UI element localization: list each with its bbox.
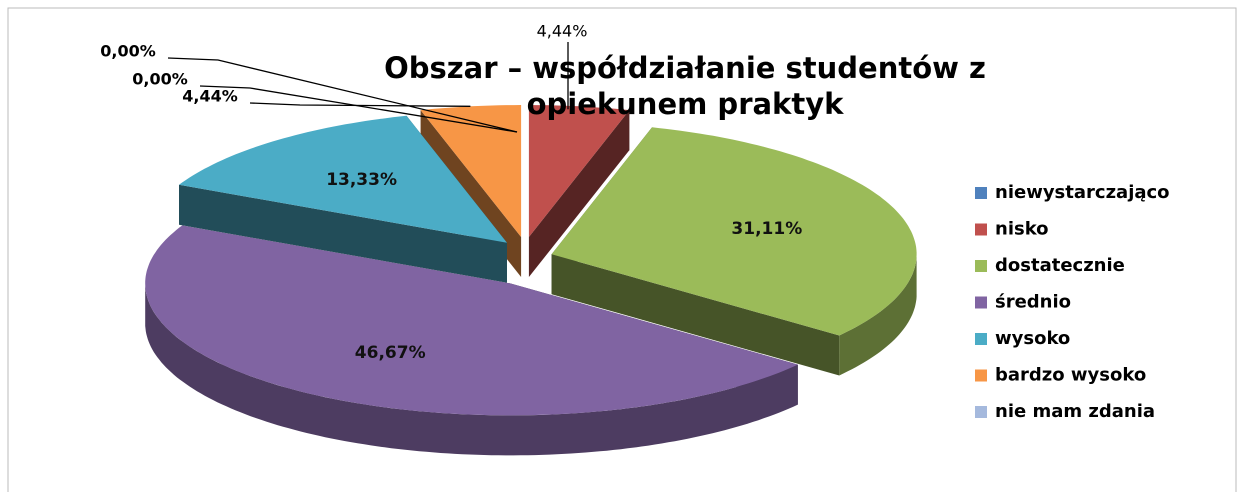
legend-swatch bbox=[975, 406, 987, 418]
legend-swatch bbox=[975, 223, 987, 236]
legend-label: średnio bbox=[995, 292, 1071, 313]
legend-label: bardzo wysoko bbox=[995, 365, 1146, 386]
pie-outer-wall bbox=[145, 283, 798, 456]
pie-side-wall bbox=[179, 184, 507, 283]
pie-slice bbox=[528, 105, 630, 237]
legend-label: nie mam zdania bbox=[995, 401, 1155, 422]
pie-slice bbox=[551, 127, 917, 336]
data-label: 4,44% bbox=[182, 87, 238, 106]
data-label: 46,67% bbox=[355, 343, 426, 363]
legend-label: dostatecznie bbox=[995, 255, 1125, 276]
legend-swatch bbox=[975, 187, 987, 199]
leader-line bbox=[249, 102, 471, 107]
pie-slice bbox=[179, 115, 507, 243]
pie-outer-wall bbox=[839, 254, 917, 376]
pie-slice bbox=[420, 105, 522, 237]
chart-title: Obszar – współdziałanie studentów z opie… bbox=[384, 51, 986, 121]
legend-swatch bbox=[975, 296, 987, 309]
legend-label: nisko bbox=[995, 219, 1049, 240]
data-label: 13,33% bbox=[326, 170, 397, 190]
data-label: 31,11% bbox=[731, 219, 802, 239]
legend-swatch bbox=[975, 369, 987, 382]
pie-slice bbox=[145, 225, 798, 416]
pie-side-wall bbox=[528, 110, 630, 277]
leader-line bbox=[167, 57, 518, 133]
data-label: 0,00% bbox=[100, 42, 156, 61]
legend-label: wysoko bbox=[995, 328, 1070, 349]
leader-line bbox=[199, 85, 518, 133]
legend-swatch bbox=[975, 260, 987, 272]
legend-label: niewystarczająco bbox=[995, 182, 1170, 203]
data-label: 0,00% bbox=[132, 70, 188, 89]
legend-swatch bbox=[975, 333, 987, 345]
pie-side-wall bbox=[551, 254, 840, 376]
data-label: 4,44% bbox=[537, 22, 588, 41]
